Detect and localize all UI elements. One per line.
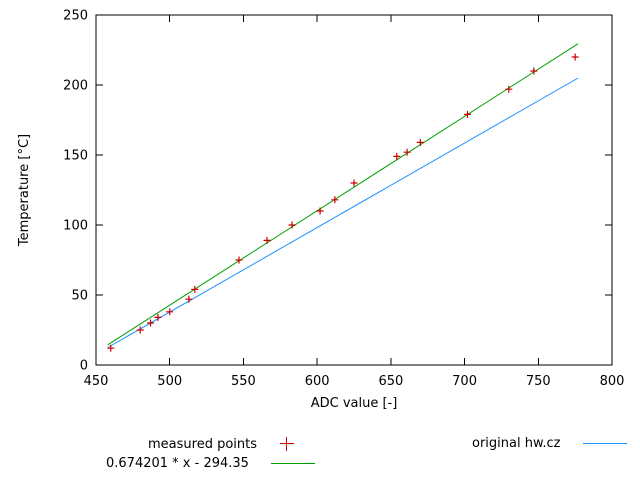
svg-text:500: 500 (157, 374, 182, 389)
svg-text:250: 250 (63, 9, 88, 24)
plus-marker-icon (279, 436, 295, 452)
svg-text:450: 450 (84, 374, 109, 389)
svg-text:50: 50 (71, 289, 88, 304)
y-axis-label: Temperature [°C] (17, 133, 32, 247)
svg-text:700: 700 (452, 374, 477, 389)
blue-line-sample-icon (582, 443, 627, 444)
svg-text:650: 650 (378, 374, 403, 389)
legend-label-original-hwcz: original hw.cz (472, 436, 561, 451)
x-axis-label: ADC value [-] (310, 396, 398, 411)
svg-text:0: 0 (80, 359, 88, 374)
svg-text:100: 100 (63, 219, 88, 234)
svg-text:800: 800 (600, 374, 625, 389)
legend-entry-fit-line: 0.674201 * x - 294.35 (106, 456, 315, 471)
svg-text:550: 550 (231, 374, 256, 389)
legend-entry-measured-points: measured points (148, 436, 295, 452)
legend-label-measured-points: measured points (148, 436, 258, 452)
svg-text:150: 150 (63, 149, 88, 164)
green-line-sample-icon (270, 463, 315, 464)
svg-text:750: 750 (526, 374, 551, 389)
svg-text:600: 600 (305, 374, 330, 389)
svg-text:200: 200 (63, 79, 88, 94)
legend-label-fit-line: 0.674201 * x - 294.35 (106, 456, 249, 471)
legend-entry-original-hwcz: original hw.cz (472, 436, 627, 451)
